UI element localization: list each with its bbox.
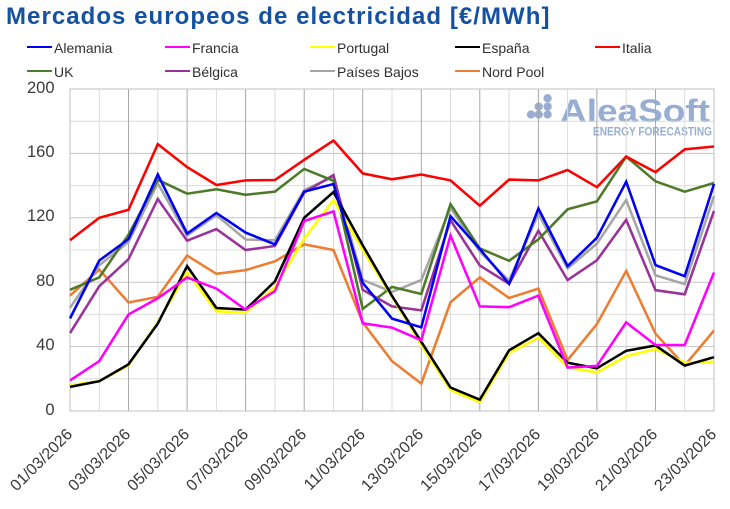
svg-text:ENERGY FORECASTING: ENERGY FORECASTING xyxy=(593,125,712,139)
